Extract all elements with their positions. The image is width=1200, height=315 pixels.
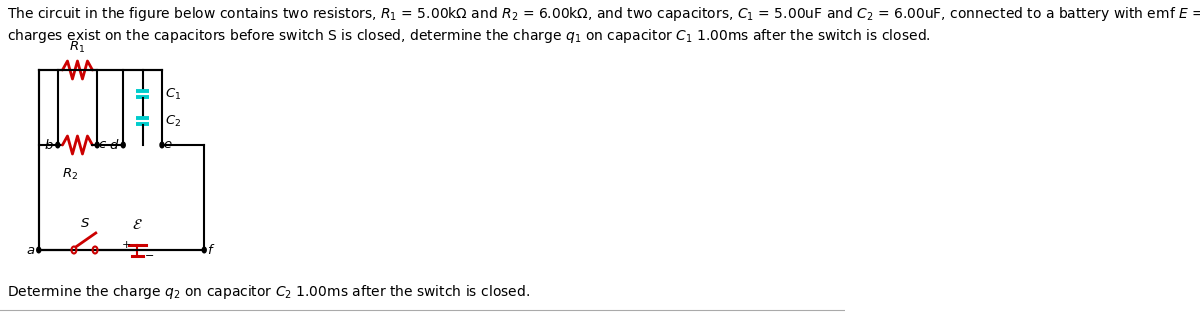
Text: $c$: $c$: [98, 139, 107, 152]
Text: $f$: $f$: [208, 243, 215, 257]
Text: $e$: $e$: [163, 139, 173, 152]
Text: $-$: $-$: [144, 249, 154, 259]
Text: $C_1$: $C_1$: [164, 86, 181, 101]
Text: +: +: [121, 240, 131, 250]
Circle shape: [95, 142, 100, 148]
Text: $R_2$: $R_2$: [62, 167, 78, 182]
Text: The circuit in the figure below contains two resistors, $R_1$ = 5.00kΩ and $R_2$: The circuit in the figure below contains…: [7, 5, 1200, 23]
Text: Determine the charge $q_2$ on capacitor $C_2$ 1.00ms after the switch is closed.: Determine the charge $q_2$ on capacitor …: [7, 283, 530, 301]
Text: $R_1$: $R_1$: [70, 40, 85, 55]
Text: charges exist on the capacitors before switch S is closed, determine the charge : charges exist on the capacitors before s…: [7, 27, 931, 45]
Text: $a$: $a$: [26, 243, 35, 256]
Text: $C_2$: $C_2$: [164, 113, 181, 129]
Text: $S$: $S$: [79, 217, 90, 230]
Circle shape: [121, 142, 125, 148]
Text: $b$: $b$: [44, 138, 54, 152]
Circle shape: [37, 247, 41, 253]
Text: $d$: $d$: [109, 138, 120, 152]
Circle shape: [55, 142, 60, 148]
Circle shape: [160, 142, 164, 148]
Circle shape: [203, 247, 206, 253]
Text: $\mathcal{E}$: $\mathcal{E}$: [132, 217, 143, 232]
